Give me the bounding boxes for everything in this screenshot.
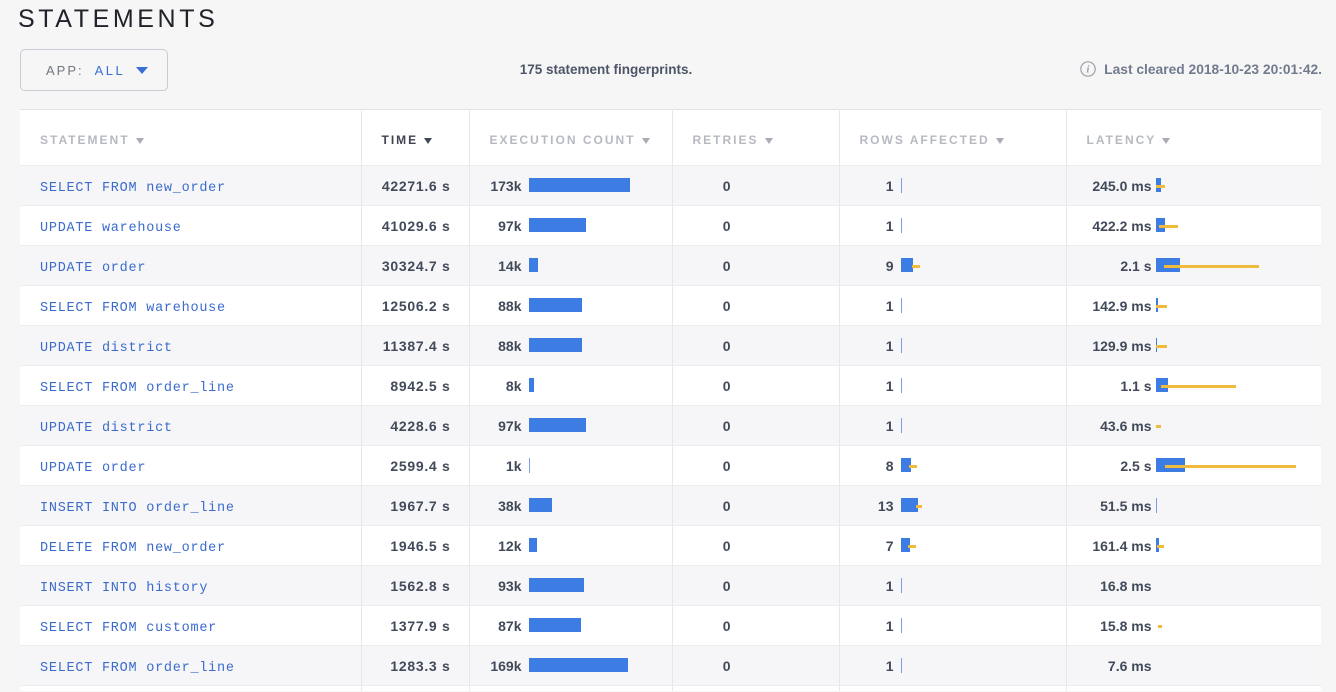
svg-text:i: i [1087,65,1090,76]
